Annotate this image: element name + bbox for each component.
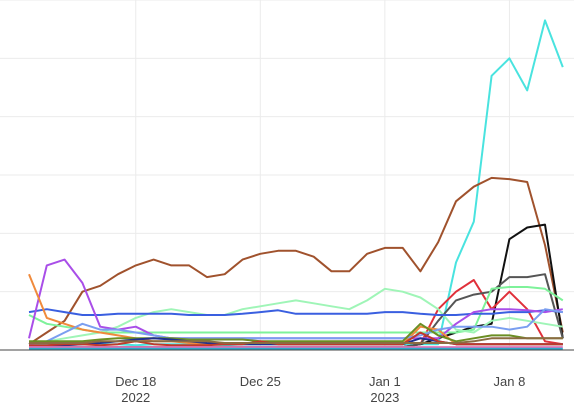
x-tick-label: 2022 (121, 390, 150, 405)
x-tick-label: 2023 (370, 390, 399, 405)
series-line-14 (29, 331, 563, 347)
series-line-16 (29, 337, 563, 344)
series-line-12 (29, 322, 563, 343)
series-line-8 (28, 308, 563, 316)
series-line-11 (28, 308, 563, 346)
series-line-2 (28, 176, 564, 346)
series-line-7 (28, 287, 563, 346)
series-line-6 (28, 286, 564, 334)
x-tick-label: Dec 18 (115, 374, 156, 389)
grid (0, 0, 574, 350)
x-tick-label: Jan 8 (494, 374, 526, 389)
x-tick-label: Dec 25 (240, 374, 281, 389)
series-lines (28, 19, 564, 350)
x-tick-label: Jan 1 (369, 374, 401, 389)
